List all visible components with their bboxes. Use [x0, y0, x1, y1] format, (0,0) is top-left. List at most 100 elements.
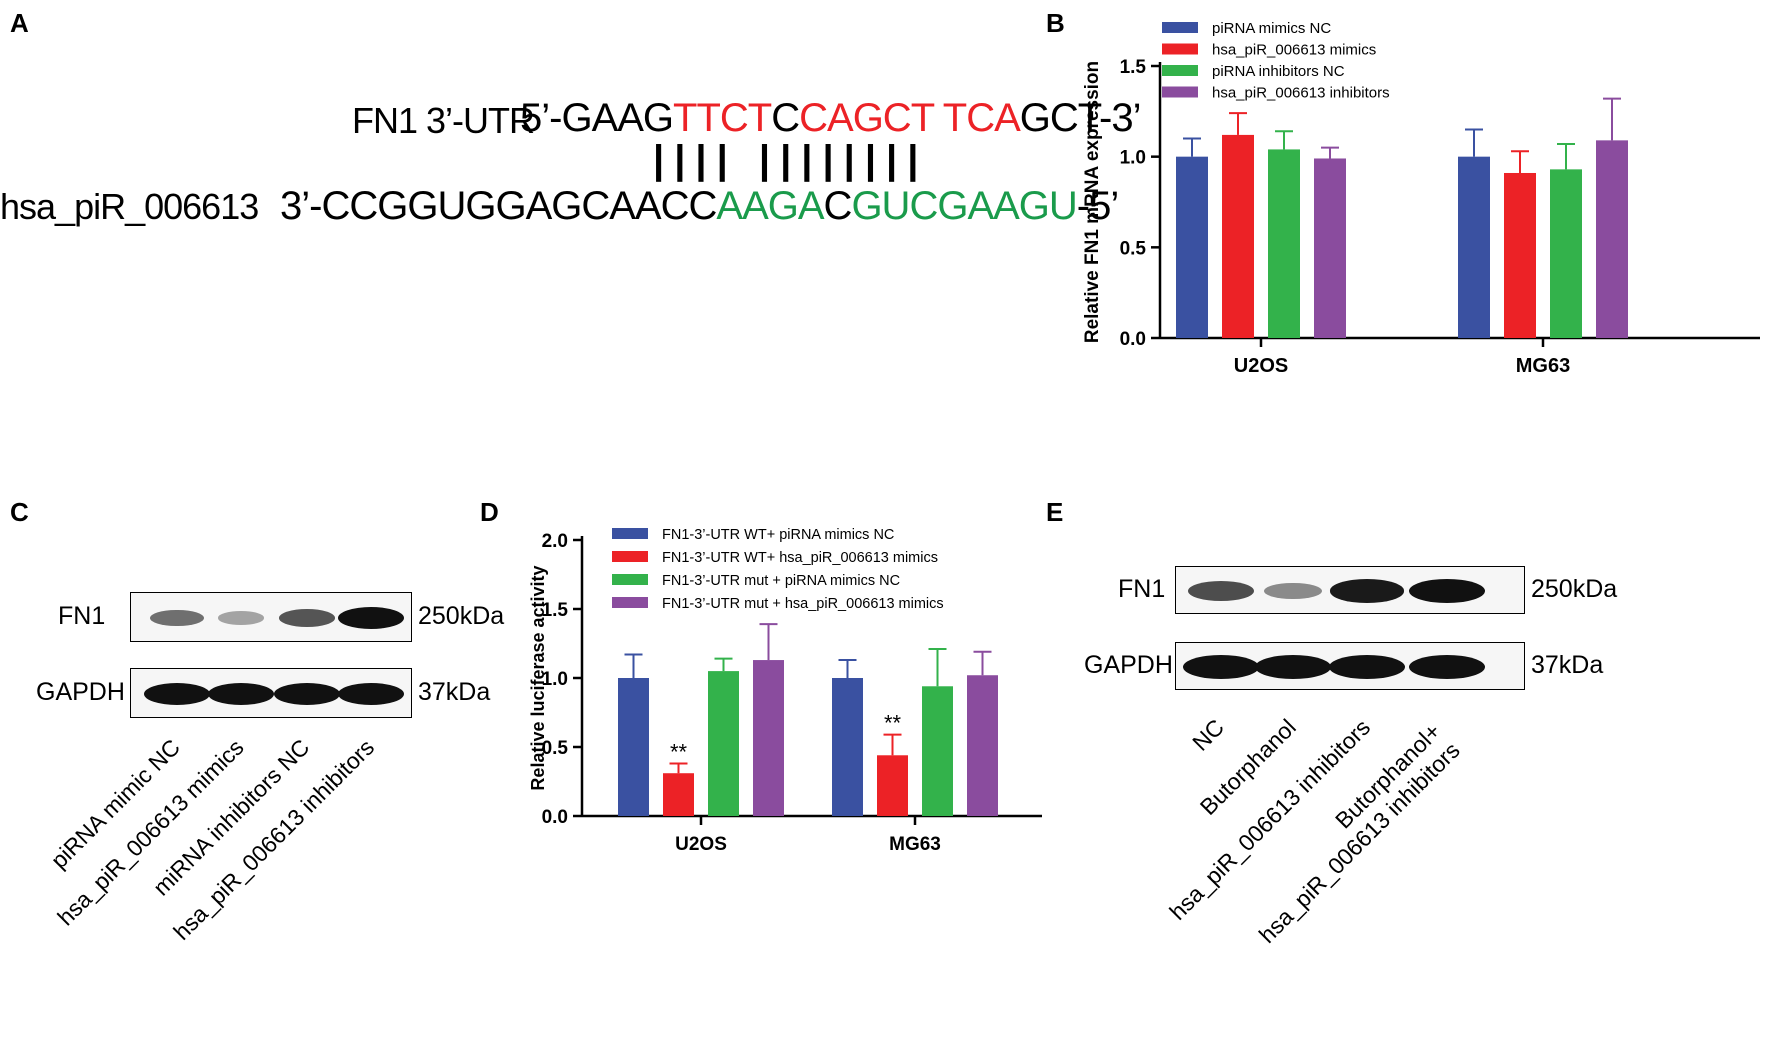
significance-label: **	[670, 740, 688, 765]
x-tick-label: MG63	[889, 834, 941, 855]
legend-label: FN1-3’-UTR WT+ piRNA mimics NC	[662, 527, 894, 543]
blot-band	[217, 611, 265, 625]
bar	[922, 686, 953, 816]
pirna-segment: AAGA	[716, 184, 824, 228]
bar	[708, 671, 739, 816]
legend-swatch	[1162, 65, 1198, 76]
blot-row-label: FN1	[58, 602, 106, 630]
y-tick-label: 1.0	[1120, 148, 1146, 169]
y-tick-label: 1.5	[542, 600, 569, 621]
blot-band	[1187, 580, 1255, 602]
blot-band	[278, 608, 336, 627]
blot-band	[1329, 655, 1405, 679]
y-tick-label: 0.5	[1120, 238, 1147, 259]
bar	[1550, 169, 1582, 338]
bar	[967, 675, 998, 816]
utr-segment: TTCT	[673, 96, 772, 140]
utr-segment	[933, 96, 942, 140]
y-tick-label: 2.0	[542, 531, 568, 552]
bar	[1458, 156, 1490, 338]
blot-band	[274, 683, 340, 705]
utr-segment: 5’-GAAG	[520, 96, 674, 140]
legend-swatch	[1162, 22, 1198, 33]
y-tick-label: 0.0	[542, 807, 568, 828]
western-blot-e: FN1 250kDa GAPDH 37kDa NC Butorphanol hsa_piR_…	[1070, 560, 1770, 1040]
legend-label: hsa_piR_006613 mimics	[1212, 42, 1376, 59]
blot-size-label: 37kDa	[418, 678, 491, 706]
utr-segment: C	[771, 96, 800, 140]
pirna-segment: GUCGAAGU	[851, 184, 1077, 228]
blot-strip-fn1	[130, 592, 412, 642]
pirna-segment: -5’	[1076, 184, 1119, 228]
legend-swatch	[612, 528, 648, 539]
sequence-alignment: FN1 3’-UTR 5’-GAAGTTCTCCAGCT TCAGCT-3’ |…	[0, 96, 1200, 300]
y-tick-label: 0.0	[1120, 329, 1146, 350]
legend-label: FN1-3’-UTR mut + piRNA mimics NC	[662, 573, 900, 589]
bar	[1176, 156, 1208, 338]
x-tick-label: MG63	[1516, 355, 1570, 377]
blot-row-label: FN1	[1118, 575, 1166, 603]
bar	[1222, 134, 1254, 338]
blot-band	[208, 683, 274, 705]
bar	[832, 678, 863, 816]
bar	[1268, 149, 1300, 338]
legend-swatch	[612, 574, 648, 585]
x-tick-label: U2OS	[675, 834, 727, 855]
blot-band	[1183, 655, 1259, 679]
lane-label-line1: NC	[1186, 713, 1229, 756]
bar	[1596, 140, 1628, 338]
x-tick-label: U2OS	[1234, 355, 1288, 377]
bar	[663, 773, 694, 816]
utr-segment: CAGCT	[799, 96, 934, 140]
blot-row-label: GAPDH	[1084, 651, 1173, 679]
pirna-label: hsa_piR_006613	[0, 186, 259, 227]
blot-strip-gapdh	[1175, 642, 1525, 690]
pirna-sequence: 3’-CCGGUGGAGCAACCAAGACGUCGAAGU-5’	[280, 184, 1119, 229]
blot-size-label: 250kDa	[418, 602, 505, 630]
utr-sequence: 5’-GAAGTTCTCCAGCT TCAGCT-3’	[520, 96, 1141, 141]
utr-label: FN1 3’-UTR	[352, 100, 535, 141]
legend-swatch	[612, 551, 648, 562]
blot-band	[144, 683, 210, 705]
panel-letter-d: D	[480, 497, 499, 527]
y-axis-label: Relative FN1 mRNA expression	[1082, 61, 1103, 343]
y-tick-label: 0.5	[542, 738, 569, 759]
pirna-segment: 3’-CCGGUGGAGCAACC	[280, 184, 717, 228]
legend-label: FN1-3’-UTR WT+ hsa_piR_006613 mimics	[662, 550, 938, 566]
blot-band	[150, 609, 204, 627]
blot-strip-fn1	[1175, 566, 1525, 614]
legend-label: piRNA mimics NC	[1212, 20, 1331, 37]
panel-letter-a: A	[10, 8, 29, 38]
panel-letter-e: E	[1046, 497, 1064, 527]
legend-label: piRNA inhibitors NC	[1212, 63, 1345, 80]
bar	[618, 678, 649, 816]
bar	[753, 660, 784, 816]
blot-row-label: GAPDH	[36, 678, 125, 706]
panel-letter-b: B	[1046, 8, 1065, 38]
y-tick-label: 1.5	[1120, 57, 1147, 78]
lane-label: NC	[1187, 714, 1230, 757]
blot-band	[1409, 579, 1485, 603]
pirna-segment: C	[823, 184, 853, 228]
legend-swatch	[1162, 86, 1198, 98]
bar	[1314, 158, 1346, 338]
blot-band	[1255, 655, 1331, 679]
blot-band	[1264, 582, 1322, 600]
panel-letter-c: C	[10, 497, 29, 527]
pairing-bars: |||| ||||||||	[653, 138, 929, 182]
bar	[877, 755, 908, 816]
western-blot-c: FN1 250kDa GAPDH 37kDa piRNA mimic NC hsa_piR…	[0, 560, 520, 1040]
blot-band	[338, 683, 404, 705]
bar	[1504, 172, 1536, 338]
blot-band	[1409, 655, 1485, 679]
y-tick-label: 1.0	[542, 669, 568, 690]
legend-swatch	[1162, 43, 1198, 55]
legend-swatch	[612, 597, 648, 608]
legend-label: hsa_piR_006613 inhibitors	[1212, 85, 1390, 102]
legend-label: FN1-3’-UTR mut + hsa_piR_006613 mimics	[662, 596, 944, 612]
significance-label: **	[884, 711, 902, 736]
utr-segment: TCA	[942, 96, 1021, 140]
blot-size-label: 37kDa	[1531, 651, 1604, 679]
blot-band	[338, 607, 404, 629]
blot-size-label: 250kDa	[1531, 575, 1618, 603]
